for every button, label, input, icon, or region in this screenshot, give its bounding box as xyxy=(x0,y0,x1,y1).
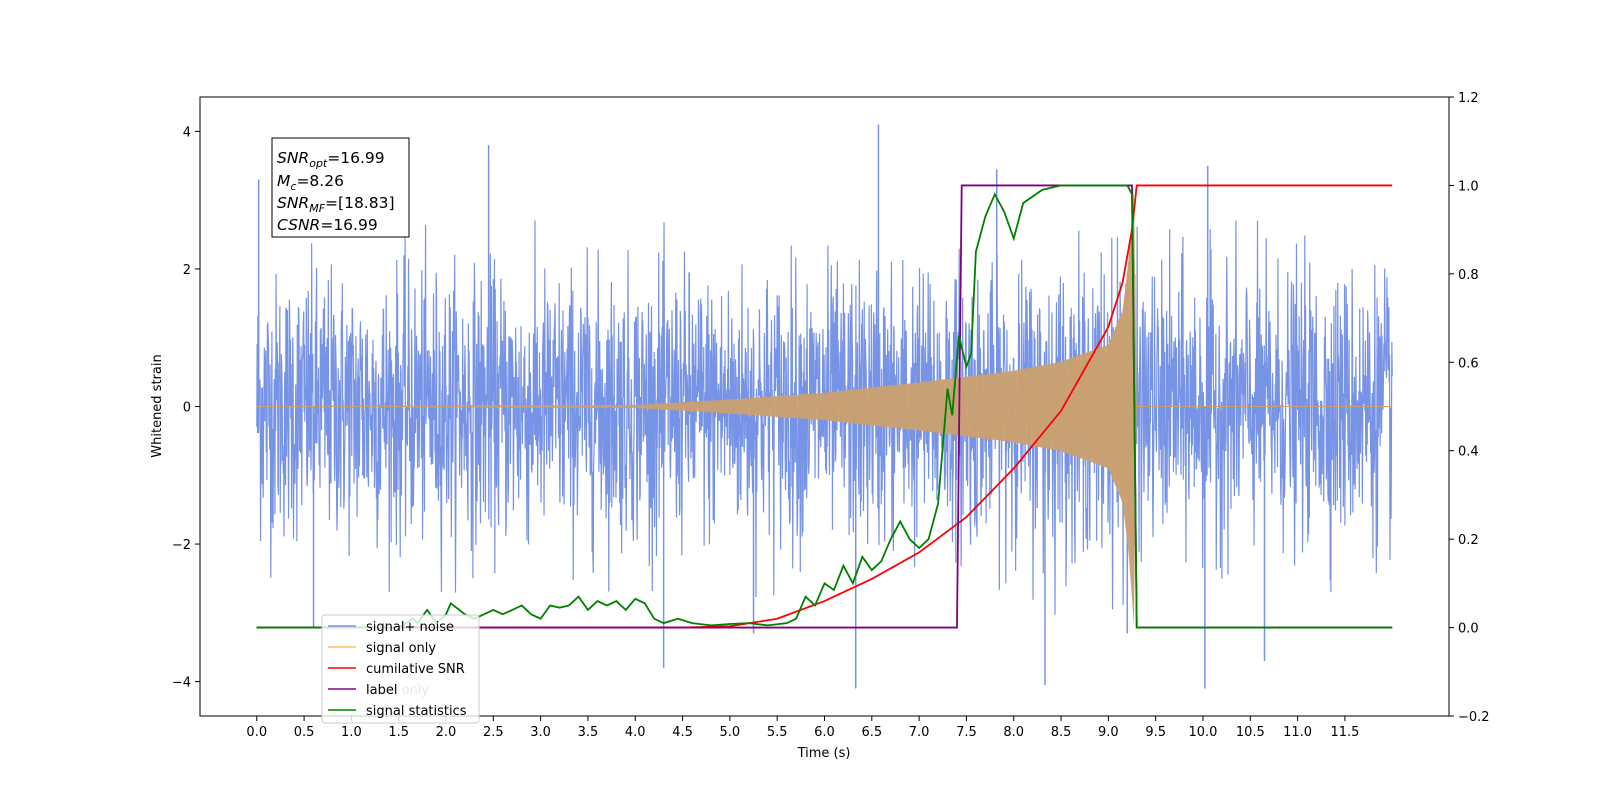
x-tick-label: 0.0 xyxy=(246,725,267,740)
y-tick-label: −2 xyxy=(172,538,191,553)
x-tick-label: 1.5 xyxy=(388,725,409,740)
legend-label-signal-noise: signal+ noise xyxy=(366,620,454,635)
x-tick-label: 6.0 xyxy=(814,725,835,740)
x-tick-label: 11.0 xyxy=(1283,725,1312,740)
y-tick-label: 2 xyxy=(183,263,191,278)
series-signal-statistics xyxy=(256,184,1393,629)
legend: signal+ noise signal only cumilative SNR… xyxy=(321,614,480,724)
legend-label-signal-statistics: signal statistics xyxy=(366,704,467,719)
x-tick-label: 7.0 xyxy=(909,725,930,740)
y2-tick-label: 0.6 xyxy=(1458,356,1479,371)
y2-tick-label: 0.0 xyxy=(1458,622,1479,637)
annotation-mc: Mc=8.26 xyxy=(277,172,344,193)
y-tick-label: −4 xyxy=(172,676,191,691)
series-signal-only-envelope xyxy=(256,186,1393,627)
y2-tick-label: 1.2 xyxy=(1458,91,1479,106)
x-tick-label: 8.0 xyxy=(1003,725,1024,740)
legend-frame xyxy=(321,614,480,724)
x-tick-label: 3.0 xyxy=(530,725,551,740)
annotation-frame xyxy=(271,137,410,238)
series-layer xyxy=(256,124,1393,689)
y-tick-label: 0 xyxy=(183,401,191,416)
y2-tick-label: 0.4 xyxy=(1458,445,1479,460)
x-tick-label: 1.0 xyxy=(341,725,362,740)
annotation-snr-opt: SNRopt=16.99 xyxy=(277,149,385,170)
x-tick-label: 6.5 xyxy=(861,725,882,740)
x-tick-label: 9.5 xyxy=(1145,725,1166,740)
x-tick-label: 5.5 xyxy=(767,725,788,740)
annotation-snr-mf: SNRMF=[18.83] xyxy=(277,194,395,215)
x-tick-label: 4.5 xyxy=(672,725,693,740)
x-tick-label: 5.0 xyxy=(720,725,741,740)
x-tick-label: 3.5 xyxy=(578,725,599,740)
x-tick-label: 0.5 xyxy=(294,725,315,740)
x-tick-label: 10.5 xyxy=(1236,725,1265,740)
y2-tick-label: 0.2 xyxy=(1458,533,1479,548)
legend-label-signal-only: signal only xyxy=(366,641,436,656)
legend-label-cumulative-snr: cumilative SNR xyxy=(366,662,465,677)
y2-tick-label: 1.0 xyxy=(1458,179,1479,194)
x-tick-label: 4.0 xyxy=(625,725,646,740)
x-tick-label: 8.5 xyxy=(1051,725,1072,740)
x-tick-label: 7.5 xyxy=(956,725,977,740)
y2-tick-label: 0.8 xyxy=(1458,268,1479,283)
x-tick-label: 10.0 xyxy=(1189,725,1218,740)
x-tick-label: 2.0 xyxy=(436,725,457,740)
x-tick-label: 2.5 xyxy=(483,725,504,740)
y2-tick-label: −0.2 xyxy=(1458,710,1490,725)
y-tick-label: 4 xyxy=(183,125,191,140)
y-axis-right: 1.2 1.0 0.8 0.6 0.4 0.2 0.0 −0.2 xyxy=(1449,91,1490,725)
x-axis: 0.0 0.5 1.0 1.5 2.0 2.5 3.0 3.5 4.0 4.5 5.0 5.5 6.0 6… xyxy=(246,716,1359,740)
x-axis-label: Time (s) xyxy=(797,746,851,761)
y-axis-left: 4 2 0 −2 −4 xyxy=(172,125,200,691)
annotation-box: SNRopt=16.99 Mc=8.26 SNRMF=[18.83] CSNR=… xyxy=(271,137,410,238)
annotation-csnr: CSNR=16.99 xyxy=(277,216,378,234)
legend-label-hidden: label only xyxy=(366,683,429,698)
y-axis-label: Whitened strain xyxy=(150,354,165,457)
x-tick-label: 11.5 xyxy=(1330,725,1359,740)
legend-label-label: label xyxy=(366,683,397,698)
x-tick-label: 9.0 xyxy=(1098,725,1119,740)
